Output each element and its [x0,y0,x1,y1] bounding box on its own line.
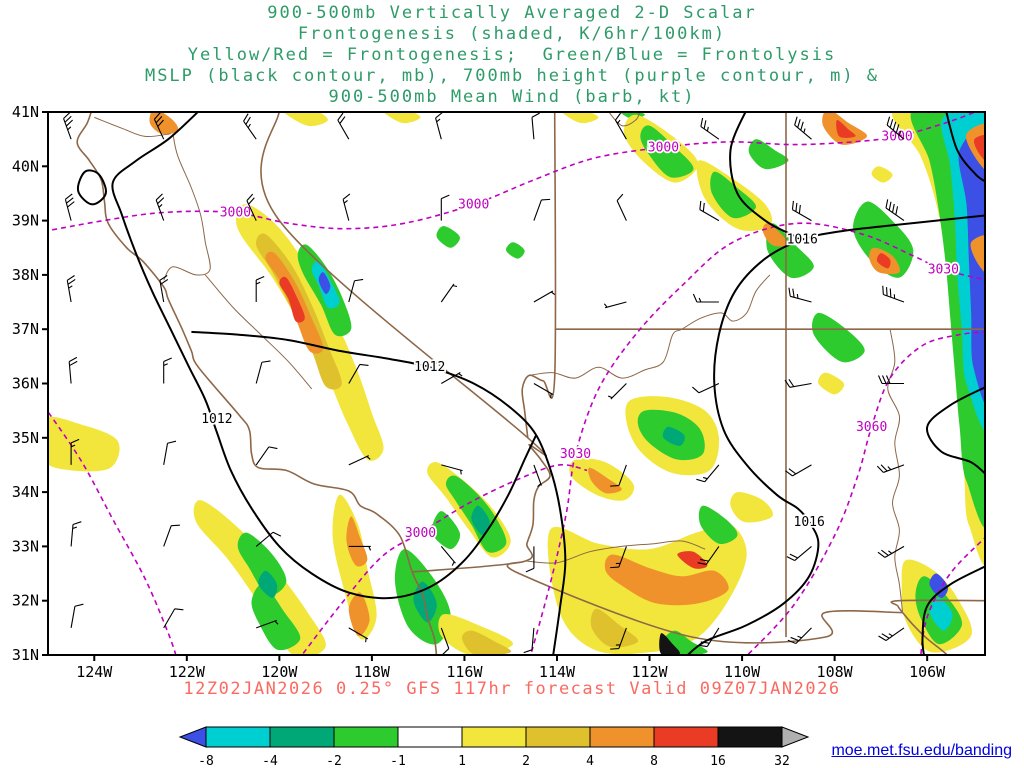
title-line-1: 900-500mb Vertically Averaged 2-D Scalar [267,3,757,23]
svg-text:114W: 114W [539,663,576,681]
wind-barbs [63,112,905,655]
svg-text:1016: 1016 [787,233,818,248]
svg-text:-1: -1 [390,754,406,768]
svg-text:16: 16 [710,754,726,768]
title-line-3: Yellow/Red = Frontogenesis; Green/Blue =… [187,45,837,65]
svg-text:2: 2 [522,754,530,768]
svg-text:4: 4 [586,754,594,768]
svg-text:110W: 110W [724,663,761,681]
figure-title: 900-500mb Vertically Averaged 2-D Scalar… [0,3,1024,108]
svg-text:3000: 3000 [220,205,251,220]
svg-text:38N: 38N [12,266,39,284]
svg-text:34N: 34N [12,483,39,501]
svg-text:106W: 106W [909,663,946,681]
svg-text:120W: 120W [261,663,298,681]
svg-text:-2: -2 [326,754,342,768]
svg-text:116W: 116W [446,663,483,681]
svg-text:37N: 37N [12,320,39,338]
svg-text:1016: 1016 [794,515,825,530]
svg-text:32N: 32N [12,592,39,610]
svg-text:124W: 124W [76,663,113,681]
svg-text:41N: 41N [12,103,39,121]
axis-labels: 41N 40N 39N 38N 37N 36N 35N 34N 33N 32N 31N 124W 122… [12,103,946,681]
svg-text:3000: 3000 [458,197,489,212]
svg-text:1: 1 [458,754,466,768]
svg-text:3000: 3000 [881,129,912,144]
svg-text:1012: 1012 [201,412,232,427]
svg-text:8: 8 [650,754,658,768]
basemap-borders [76,112,985,655]
svg-text:3000: 3000 [648,140,679,155]
height-contours [48,112,985,655]
title-line-2: Frontogenesis (shaded, K/6hr/100km) [297,24,727,44]
svg-text:118W: 118W [354,663,391,681]
banding-link[interactable]: moe.met.fsu.edu/banding [831,742,1012,759]
title-line-5: 900-500mb Mean Wind (barb, kt) [328,87,696,107]
svg-text:32: 32 [774,754,790,768]
svg-text:1012: 1012 [414,360,445,375]
svg-text:3060: 3060 [856,420,887,435]
plot-frame [47,111,986,656]
svg-text:108W: 108W [817,663,854,681]
mslp-contours [76,112,985,655]
svg-text:36N: 36N [12,375,39,393]
svg-text:3030: 3030 [928,262,959,277]
svg-text:-8: -8 [198,754,214,768]
svg-text:112W: 112W [631,663,668,681]
svg-text:40N: 40N [12,157,39,175]
svg-text:31N: 31N [12,646,39,664]
svg-text:3000: 3000 [405,526,436,541]
colorbar: -8 -4 -2 -1 1 2 4 8 16 32 [178,726,810,768]
svg-text:3030: 3030 [560,447,591,462]
svg-text:33N: 33N [12,537,39,555]
svg-text:39N: 39N [12,212,39,230]
forecast-caption: 12Z02JAN2026 0.25° GFS 117hr forecast Va… [183,679,841,699]
title-line-4: MSLP (black contour, mb), 700mb height (… [144,66,880,86]
svg-text:122W: 122W [169,663,206,681]
svg-text:35N: 35N [12,429,39,447]
frontogenesis-shading [48,112,985,655]
svg-text:-4: -4 [262,754,278,768]
contour-labels: 1012 1012 1016 1016 3000 3000 3000 3000 3000 3030… [199,128,960,543]
